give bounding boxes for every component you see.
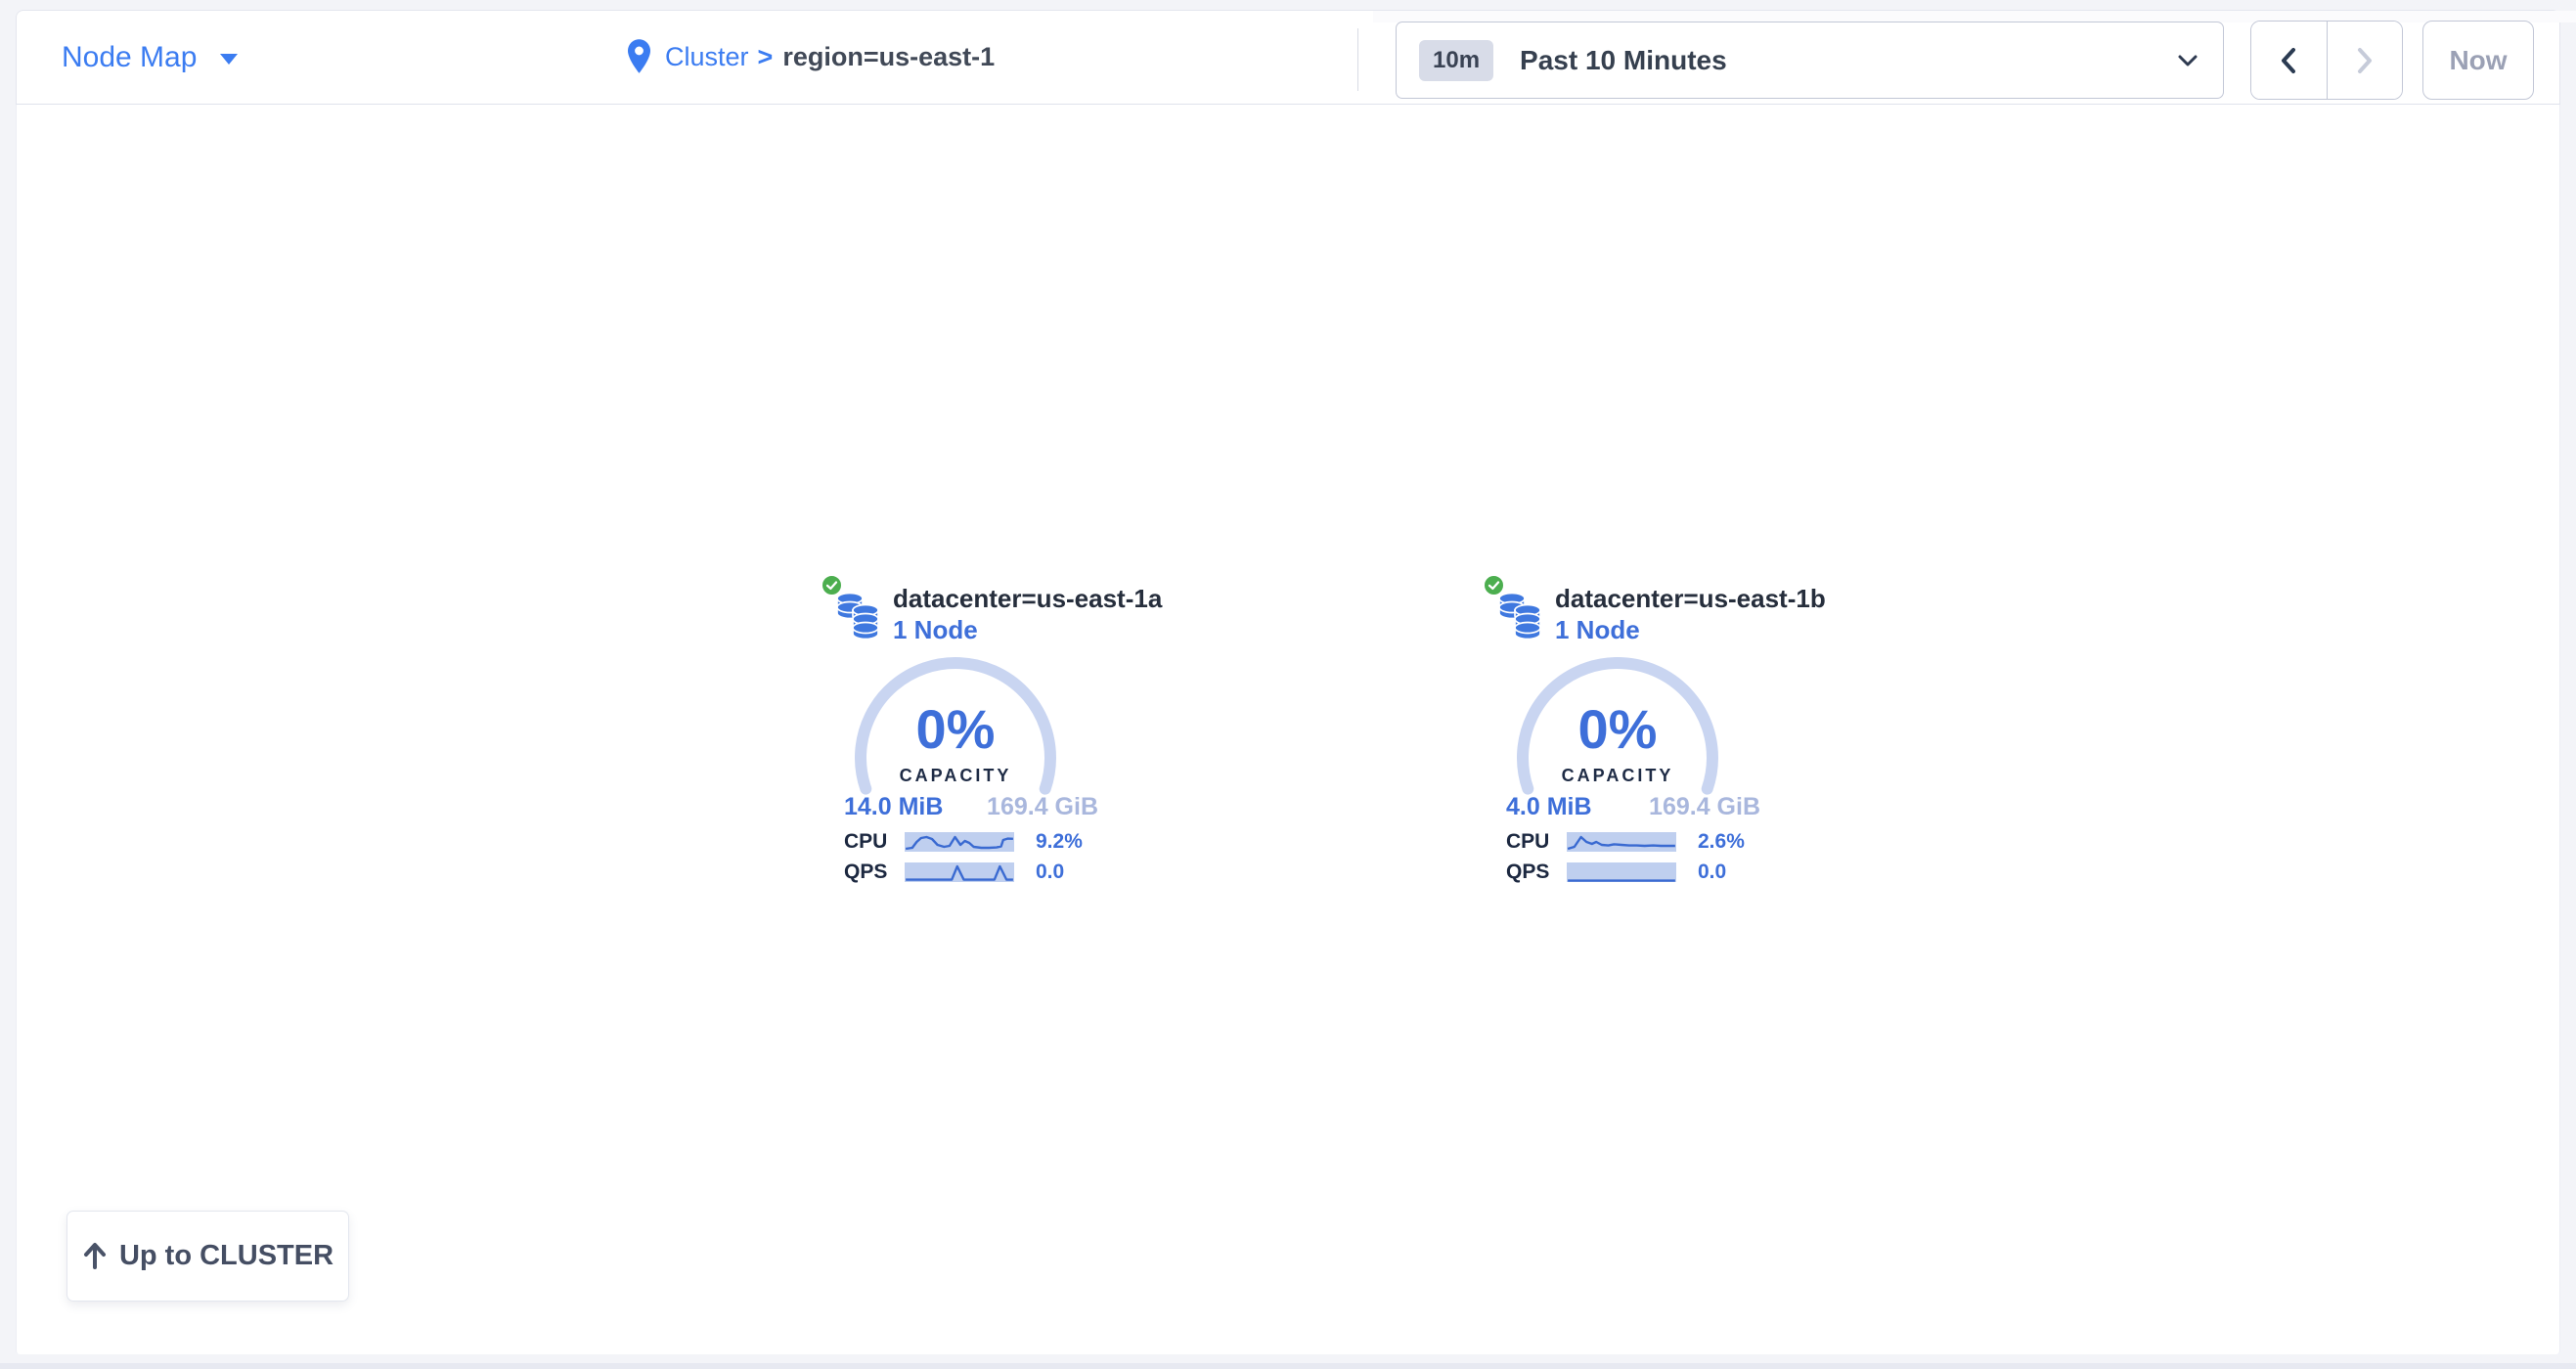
capacity-total: 169.4 GiB [1649, 793, 1760, 820]
capacity-gauge-arc [855, 657, 1056, 859]
capacity-total: 169.4 GiB [987, 793, 1098, 820]
cpu-sparkline [1567, 832, 1676, 852]
toolbar-top-cap [1373, 11, 2576, 22]
breadcrumb-current: region=us-east-1 [782, 42, 996, 71]
capacity-label: CAPACITY [1561, 766, 1674, 785]
capacity-gauge-text: 0% CAPACITY [858, 702, 1053, 786]
qps-sparkline [905, 862, 1014, 882]
time-next-button[interactable] [2326, 22, 2402, 99]
up-to-cluster-button[interactable]: Up to CLUSTER [67, 1211, 349, 1302]
capacity-gauge-text: 0% CAPACITY [1520, 702, 1715, 786]
qps-label: QPS [1506, 861, 1550, 883]
qps-value: 0.0 [1698, 861, 1727, 883]
view-selector-dropdown[interactable]: Node Map [62, 11, 239, 104]
breadcrumb-cluster-link[interactable]: Cluster [665, 42, 749, 71]
cpu-sparkline [905, 832, 1014, 852]
arrow-up-icon [83, 1242, 106, 1269]
node-card-titles: datacenter=us-east-1a 1 Node [893, 583, 1162, 645]
healthy-check-icon [821, 574, 843, 596]
capacity-values: 4.0 MiB 169.4 GiB [1506, 793, 1760, 821]
cpu-value: 9.2% [1036, 830, 1083, 853]
database-stack-icon [1498, 592, 1541, 640]
cpu-value: 2.6% [1698, 830, 1745, 853]
toolbar-divider [1357, 28, 1358, 91]
up-to-cluster-label: Up to CLUSTER [118, 1240, 334, 1271]
cpu-label: CPU [844, 830, 888, 853]
chevron-left-icon [2282, 47, 2296, 73]
window-bottom-edge [0, 1363, 2576, 1369]
chevron-right-icon [2357, 47, 2372, 73]
datacenter-card-us-east-1b[interactable]: datacenter=us-east-1b 1 Node 0% CAPACITY… [1483, 572, 1826, 887]
time-range-label: Past 10 Minutes [1520, 44, 1727, 75]
node-count: 1 Node [893, 615, 978, 644]
location-pin-icon [628, 39, 650, 73]
qps-label: QPS [844, 861, 888, 883]
chevron-down-icon [2178, 55, 2198, 66]
time-nav-group [2250, 21, 2403, 100]
node-title: datacenter=us-east-1a [893, 584, 1163, 613]
capacity-used: 14.0 MiB [844, 793, 944, 820]
datacenter-card-us-east-1a[interactable]: datacenter=us-east-1a 1 Node 0% CAPACITY… [821, 572, 1162, 887]
cpu-metric-row: CPU 2.6% [1506, 830, 1780, 853]
time-range-dropdown[interactable]: 10m Past 10 Minutes [1396, 22, 2224, 99]
cpu-label: CPU [1506, 830, 1550, 853]
chevron-down-icon [220, 54, 239, 65]
capacity-used: 4.0 MiB [1506, 793, 1592, 820]
breadcrumb: Cluster > region=us-east-1 [628, 11, 995, 104]
node-map-canvas: datacenter=us-east-1a 1 Node 0% CAPACITY… [16, 105, 2560, 1354]
healthy-check-icon [1483, 574, 1505, 596]
database-stack-icon [836, 592, 879, 640]
toolbar: Node Map Cluster > region=us-east-1 10m … [16, 10, 2576, 105]
capacity-label: CAPACITY [899, 766, 1012, 785]
node-card-titles: datacenter=us-east-1b 1 Node [1555, 583, 1826, 645]
time-prev-button[interactable] [2251, 22, 2327, 99]
node-title: datacenter=us-east-1b [1555, 584, 1826, 613]
qps-value: 0.0 [1036, 861, 1065, 883]
node-count: 1 Node [1555, 615, 1640, 644]
now-button[interactable]: Now [2422, 21, 2534, 100]
capacity-percent: 0% [915, 698, 996, 760]
qps-sparkline [1567, 862, 1676, 882]
breadcrumb-separator: > [757, 42, 774, 71]
time-range-badge: 10m [1419, 39, 1494, 81]
capacity-gauge-arc [1517, 657, 1718, 859]
qps-metric-row: QPS 0.0 [844, 861, 1118, 883]
cpu-metric-row: CPU 9.2% [844, 830, 1118, 853]
capacity-percent: 0% [1577, 698, 1658, 760]
capacity-values: 14.0 MiB 169.4 GiB [844, 793, 1098, 821]
qps-metric-row: QPS 0.0 [1506, 861, 1780, 883]
view-selector-label: Node Map [62, 40, 198, 73]
